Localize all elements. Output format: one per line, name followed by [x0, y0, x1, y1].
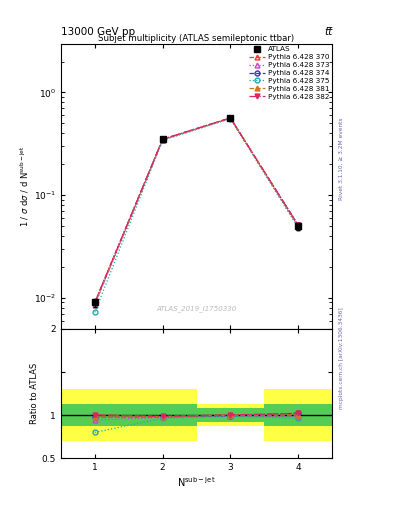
Title: Subjet multiplicity (ATLAS semileptonic ttbar): Subjet multiplicity (ATLAS semileptonic …: [98, 34, 295, 42]
Text: 13000 GeV pp: 13000 GeV pp: [61, 27, 135, 37]
Text: tt̅: tt̅: [324, 27, 332, 37]
Text: ATLAS_2019_I1750330: ATLAS_2019_I1750330: [156, 305, 237, 311]
Text: mcplots.cern.ch [arXiv:1306.3436]: mcplots.cern.ch [arXiv:1306.3436]: [339, 308, 344, 409]
Y-axis label: Ratio to ATLAS: Ratio to ATLAS: [30, 363, 39, 424]
X-axis label: N$^{\mathregular{sub-jet}}$: N$^{\mathregular{sub-jet}}$: [177, 475, 216, 488]
Legend: ATLAS, Pythia 6.428 370, Pythia 6.428 373, Pythia 6.428 374, Pythia 6.428 375, P: ATLAS, Pythia 6.428 370, Pythia 6.428 37…: [248, 45, 331, 101]
Y-axis label: 1 / $\sigma$ d$\sigma$ / d N$^{\mathregular{sub-jet}}$: 1 / $\sigma$ d$\sigma$ / d N$^{\mathregu…: [18, 145, 31, 227]
Text: Rivet 3.1.10, ≥ 3.2M events: Rivet 3.1.10, ≥ 3.2M events: [339, 117, 344, 200]
